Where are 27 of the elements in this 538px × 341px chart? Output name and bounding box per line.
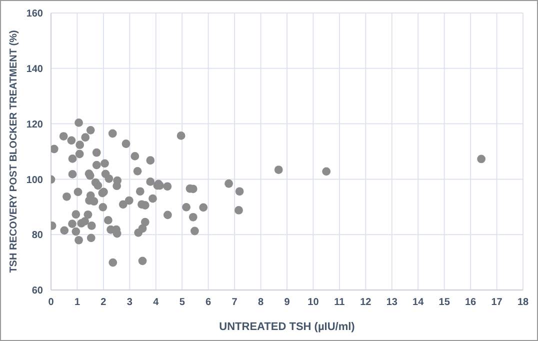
y-axis-title: TSH RECOVERY POST BLOCKER TREATMENT (%): [8, 30, 20, 273]
x-tick-label: 5: [179, 297, 186, 308]
x-tick-label: 15: [438, 297, 450, 308]
x-tick-label: 17: [491, 297, 503, 308]
x-tick-label: 0: [48, 297, 54, 308]
x-tick-label: 13: [386, 297, 398, 308]
y-tick-label: 160: [26, 8, 44, 20]
x-tick-label: 10: [308, 297, 320, 308]
x-tick-label: 9: [284, 297, 290, 308]
x-tick-label: 4: [153, 297, 160, 308]
x-tick-label: 18: [517, 297, 529, 308]
x-tick-label: 1: [74, 297, 80, 308]
x-tick-label: 8: [258, 297, 264, 308]
x-tick-label: 16: [464, 297, 477, 308]
x-axis-title: UNTREATED TSH (µIU/ml): [219, 321, 356, 333]
x-tick-label: 14: [412, 297, 424, 308]
y-tick-label: 60: [32, 286, 44, 297]
x-tick-label: 3: [126, 297, 133, 308]
y-tick-label: 120: [26, 119, 44, 130]
x-tick-label: 11: [334, 297, 346, 308]
y-tick-label: 100: [26, 174, 44, 186]
x-tick-label: 12: [360, 297, 372, 308]
x-tick-label: 6: [206, 297, 212, 308]
y-tick-label: 80: [32, 230, 44, 242]
x-tick-label: 7: [232, 297, 238, 308]
y-tick-label: 140: [26, 64, 44, 75]
x-tick-label: 2: [100, 297, 107, 308]
